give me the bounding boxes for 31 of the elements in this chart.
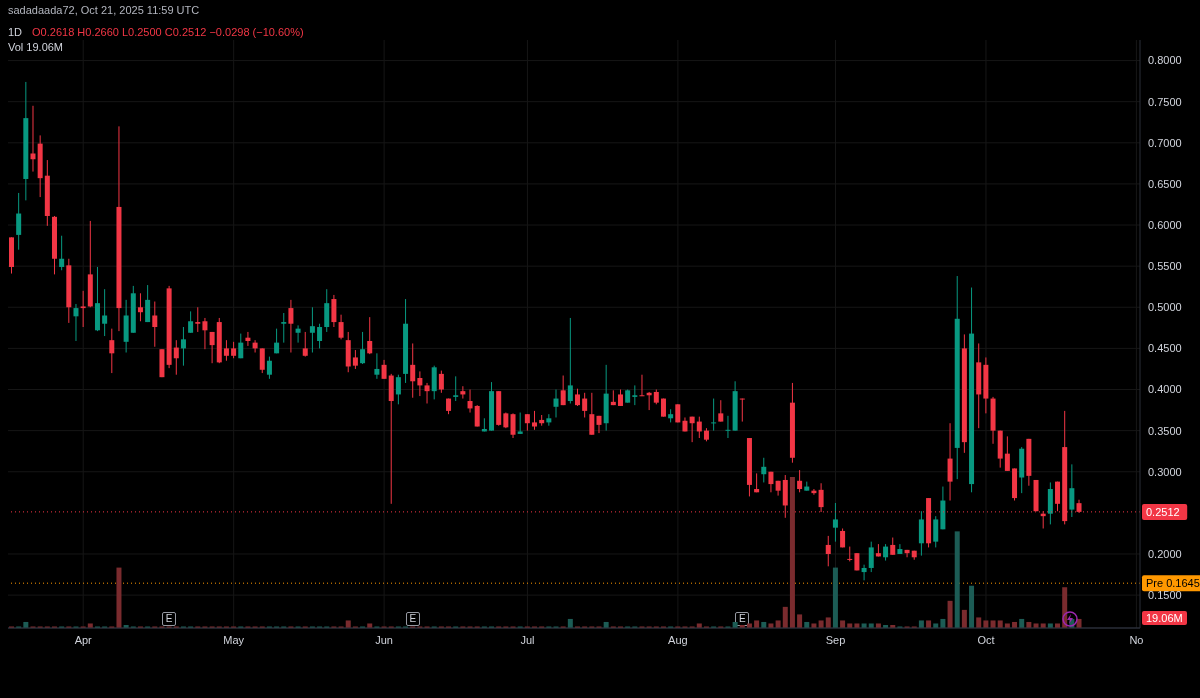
earnings-badge: E — [162, 612, 177, 626]
x-tick-label: May — [223, 633, 245, 646]
y-tick-label: 0.4000 — [1148, 383, 1182, 396]
x-tick-label: Apr — [74, 633, 93, 646]
y-tick-label: 0.5000 — [1148, 301, 1182, 314]
text: sadadaada72, Oct 21, 2025 11:59 UTC — [8, 4, 200, 16]
x-tick-label: Jun — [375, 633, 394, 646]
y-tick-label: 0.1500 — [1148, 589, 1182, 602]
y-tick-label: 0.4500 — [1148, 342, 1182, 355]
y-tick-label: 0.2000 — [1148, 547, 1182, 560]
y-tick-label: 0.8000 — [1148, 54, 1182, 67]
earnings-badge: E — [735, 612, 750, 626]
text: 19.06M — [1142, 611, 1187, 625]
annotation: Vol 19.06M — [8, 41, 64, 53]
y-tick-label: 0.6000 — [1148, 218, 1182, 231]
y-tick-label: 0.5500 — [1148, 260, 1182, 273]
y-tick-label: 0.6500 — [1148, 177, 1182, 190]
chart-title: 1D — [8, 26, 23, 38]
ref-line-label: Pre 0.1645 — [1146, 577, 1200, 590]
x-tick-label: Sep — [825, 633, 846, 646]
chart-subtitle: O0.2618 H0.2660 L0.2500 C0.2512 −0.0298 (−10.60%) — [32, 26, 304, 38]
x-tick-label: Jul — [520, 633, 535, 646]
x-tick-label: No — [1129, 633, 1144, 646]
y-tick-label: 0.3000 — [1148, 465, 1182, 478]
x-tick-label: Aug — [668, 633, 688, 646]
x-tick-label: Oct — [977, 633, 995, 646]
y-tick-label: 0.3500 — [1148, 424, 1182, 437]
y-tick-label: 0.7000 — [1148, 136, 1182, 149]
ref-line-label: 0.2512 — [1146, 505, 1180, 518]
earnings-badge: E — [405, 612, 420, 626]
y-tick-label: 0.7500 — [1148, 95, 1182, 108]
